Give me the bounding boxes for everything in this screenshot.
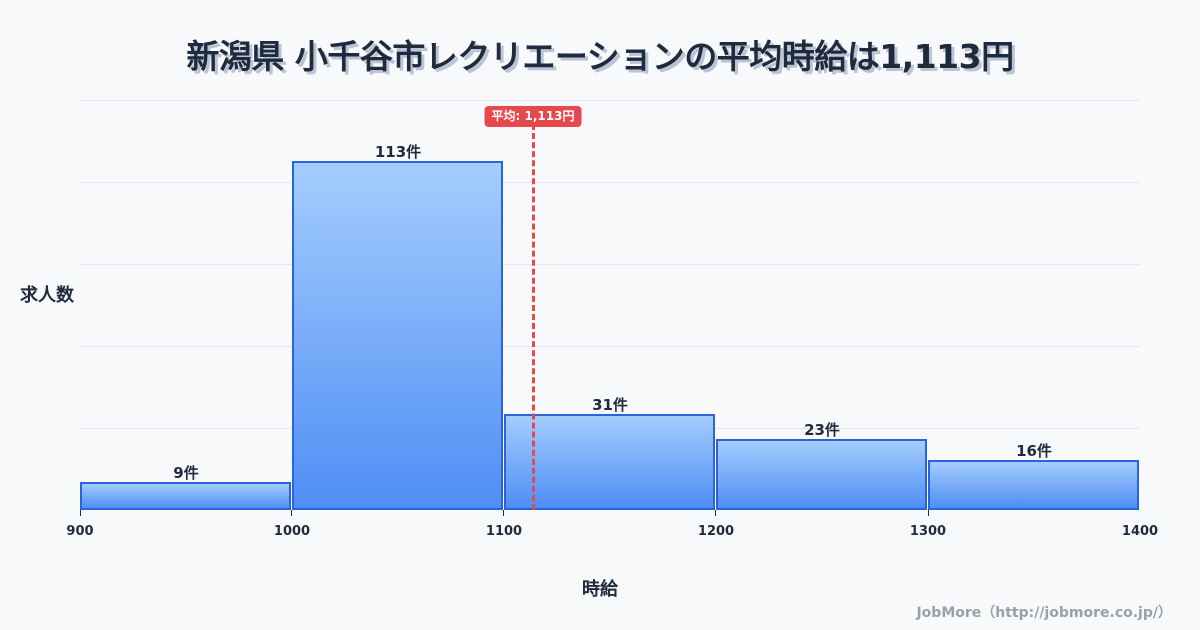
gridline (80, 264, 1140, 265)
x-tick-label: 1400 (1121, 524, 1159, 539)
histogram-bar (928, 460, 1139, 510)
x-tick-label: 1300 (909, 524, 947, 539)
x-tick-label: 1000 (273, 524, 311, 539)
gridline (80, 100, 1140, 101)
average-line (532, 124, 535, 510)
y-axis-label: 求人数 (20, 285, 74, 306)
x-tick-label: 900 (66, 524, 94, 539)
gridline (80, 346, 1140, 347)
x-tick-label: 1200 (697, 524, 735, 539)
x-tick (503, 510, 504, 516)
chart-title: 新潟県 小千谷市レクリエーションの平均時給は1,113円 (186, 37, 1014, 76)
plot-area: 9件 113件 31件 23件 16件 900 1000 1100 1200 1… (66, 100, 1158, 539)
x-tick (715, 510, 716, 516)
bar-value-label: 9件 (173, 464, 199, 482)
bar-value-label: 31件 (592, 396, 628, 414)
credit-text: JobMore（http://jobmore.co.jp/） (916, 605, 1172, 621)
average-badge: 平均: 1,113円 (484, 106, 582, 127)
x-axis-label: 時給 (582, 579, 618, 600)
histogram-bar (80, 482, 291, 510)
x-tick (80, 510, 81, 516)
x-tick-label: 1100 (485, 524, 523, 539)
bar-value-label: 16件 (1016, 442, 1052, 460)
histogram-bar (292, 161, 503, 510)
x-tick (928, 510, 929, 516)
histogram-bar (716, 439, 927, 510)
histogram-bar (504, 414, 715, 510)
bar-value-label: 23件 (804, 421, 840, 439)
gridline (80, 182, 1140, 183)
bar-value-label: 113件 (374, 143, 422, 161)
x-tick (291, 510, 292, 516)
